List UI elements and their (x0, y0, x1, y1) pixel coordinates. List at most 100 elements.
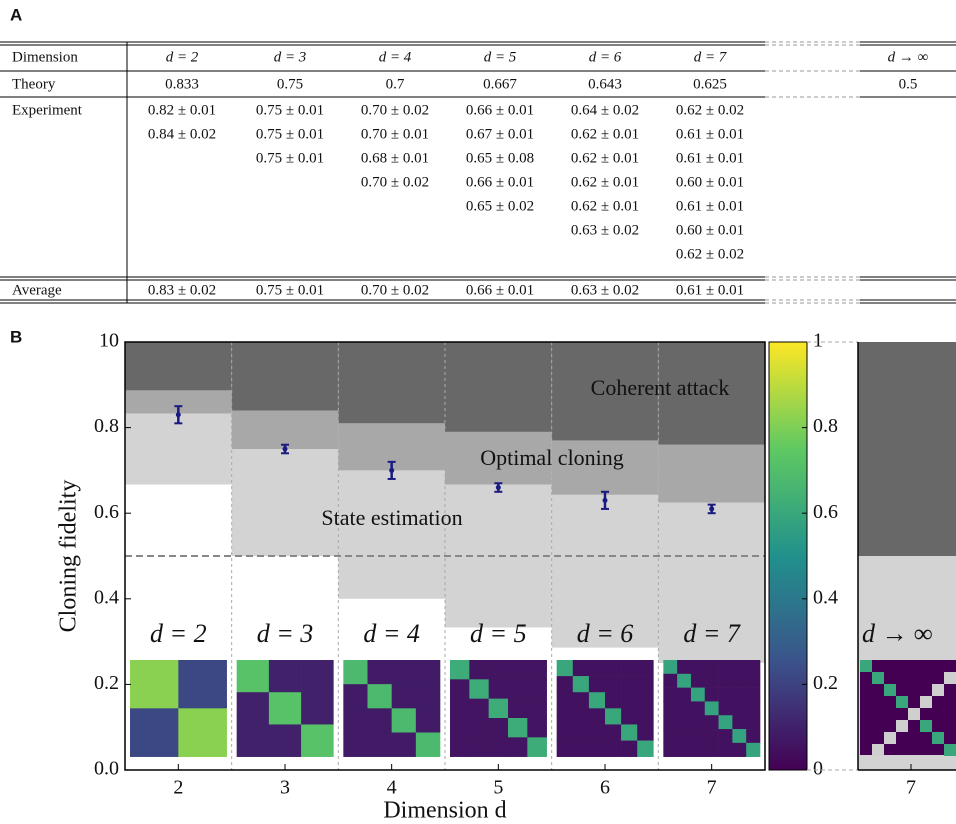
matrix-cell (415, 684, 441, 709)
matrix-cell (704, 660, 719, 675)
region (551, 440, 659, 495)
region (445, 431, 552, 485)
matrix-cell (718, 687, 733, 702)
matrix-cell (588, 676, 606, 693)
matrix-cell (690, 687, 706, 702)
matrix-cell (508, 737, 528, 757)
x-tick-label: 4 (387, 777, 397, 799)
table-cell: d = 5 (484, 49, 517, 65)
matrix-cell (605, 676, 622, 693)
matrix-cell (556, 660, 574, 677)
region (231, 410, 339, 449)
error-bar (174, 405, 183, 425)
matrix-cell (746, 729, 761, 744)
table-cell: 0.82 ± 0.01 (148, 102, 216, 118)
matrix-cell (450, 737, 470, 757)
matrix-cell (469, 679, 489, 699)
table-cell: 0.5 (899, 76, 918, 92)
limit-matrix-cell (932, 684, 944, 696)
colorbar-tick-label: 0.6 (813, 501, 838, 523)
limit-matrix (860, 660, 956, 756)
matrix-cell (704, 742, 719, 757)
data-point (282, 446, 288, 452)
matrix-cell (236, 724, 270, 757)
matrix-cell (236, 660, 270, 693)
limit-matrix-cell (896, 720, 908, 732)
region-label: State estimation (321, 505, 462, 530)
matrix-cell (130, 660, 179, 709)
matrix-cell (621, 676, 638, 693)
table-cell: 0.62 ± 0.02 (676, 246, 744, 262)
matrix-cell (605, 724, 622, 741)
matrix-cell (488, 718, 509, 738)
table-cell: 0.62 ± 0.01 (571, 126, 639, 142)
matrix-cell (621, 724, 638, 741)
table-cell: 0.667 (483, 76, 517, 92)
matrix-cell (732, 673, 747, 688)
matrix-cell (621, 740, 638, 757)
matrix-cell (605, 660, 622, 677)
matrix-cell (690, 673, 706, 688)
region (125, 413, 232, 485)
table-cell: 0.65 ± 0.02 (466, 198, 534, 214)
data-point (709, 506, 715, 512)
limit-matrix-cell (920, 696, 932, 708)
matrix-cell (343, 684, 368, 709)
region (551, 342, 659, 441)
inset-label: d = 5 (470, 619, 527, 648)
colorbar (768, 341, 808, 771)
limit-matrix-cell (932, 732, 944, 744)
matrix-cell (469, 737, 489, 757)
region (658, 502, 765, 663)
matrix-cell (588, 692, 606, 709)
table-cell: Experiment (12, 102, 83, 118)
matrix-cell (637, 692, 654, 709)
region (658, 444, 765, 503)
y-tick-label: 10 (99, 330, 119, 352)
matrix-cell (572, 724, 590, 741)
matrix-cell (677, 729, 692, 744)
matrix-cell (704, 701, 719, 716)
region (231, 342, 339, 411)
table-cell: 0.61 ± 0.01 (676, 150, 744, 166)
matrix-cell (732, 687, 747, 702)
matrix-cell (301, 660, 334, 693)
matrix-cell (572, 660, 590, 677)
matrix-cell (527, 737, 547, 757)
table-cell: 0.75 ± 0.01 (256, 102, 324, 118)
matrix-cell (343, 708, 368, 733)
matrix-cell (367, 708, 392, 733)
matrix-cell (690, 701, 706, 716)
matrix-cell (488, 660, 509, 680)
region (658, 342, 765, 445)
table-cell: 0.61 ± 0.01 (676, 282, 744, 298)
table-cell: 0.62 ± 0.01 (571, 198, 639, 214)
matrix-cell (572, 740, 590, 757)
data-point (495, 485, 501, 491)
matrix-cell (556, 724, 574, 741)
limit-matrix-cell (944, 744, 956, 756)
region-label: Optimal cloning (480, 445, 624, 470)
matrix-cell (605, 692, 622, 709)
matrix-cell (746, 715, 761, 730)
matrix-cell (690, 660, 706, 675)
matrix-cell (508, 660, 528, 680)
table-cell: d = 7 (694, 49, 728, 65)
table-cell: 0.61 ± 0.01 (676, 126, 744, 142)
colorbar-tick-label: 1 (813, 330, 823, 352)
table-cell: 0.70 ± 0.02 (361, 174, 429, 190)
inset-label: d = 3 (257, 619, 314, 648)
data-point (602, 497, 608, 503)
table-cell: 0.66 ± 0.01 (466, 282, 534, 298)
table-cell: 0.66 ± 0.01 (466, 102, 534, 118)
matrix-cell (732, 729, 747, 744)
x-tick-label: 2 (173, 777, 183, 799)
x-tick-label: 6 (600, 777, 610, 799)
matrix-cell (746, 673, 761, 688)
data-point (389, 467, 395, 473)
region (858, 342, 956, 556)
region-label: Coherent attack (591, 375, 730, 400)
matrix-cell (588, 660, 606, 677)
matrix-cell (732, 715, 747, 730)
